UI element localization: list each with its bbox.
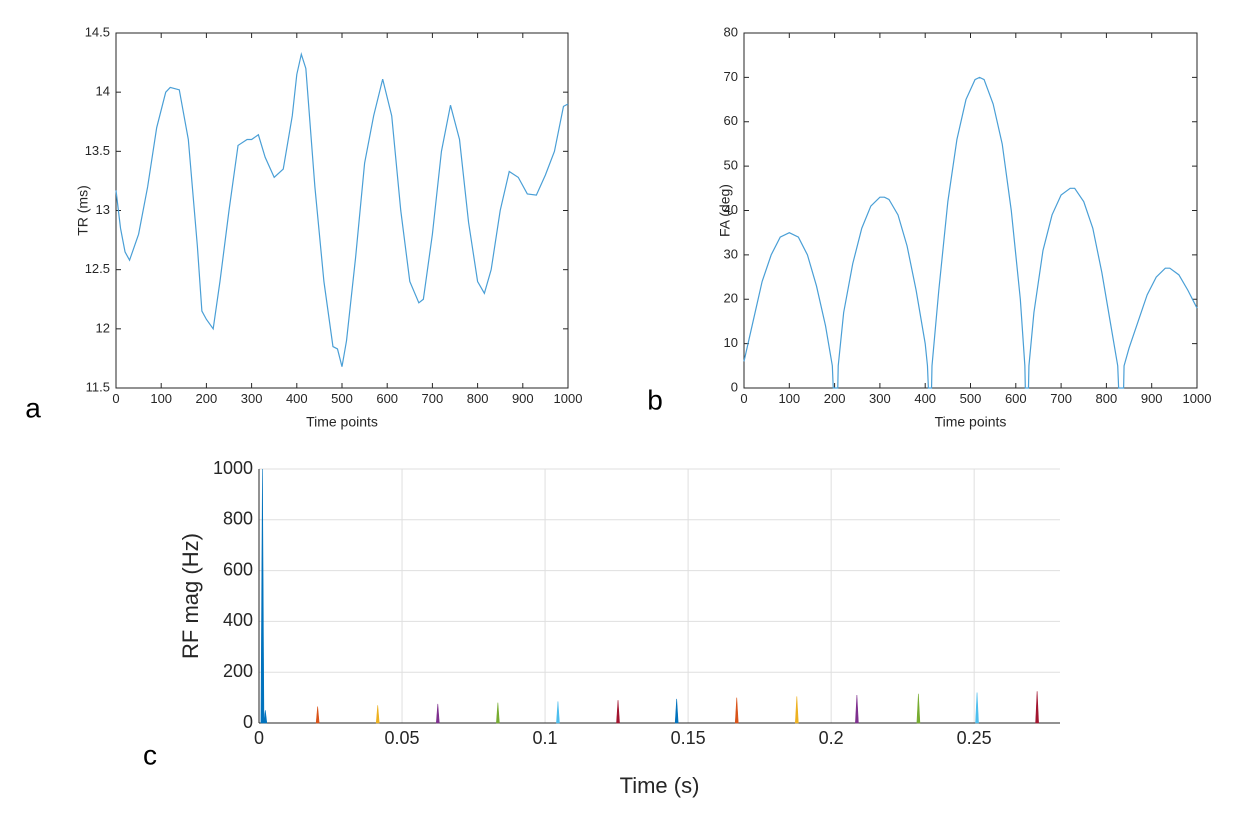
x-tick-label: 300 (241, 391, 263, 406)
y-tick-label: 12.5 (85, 261, 110, 276)
y-tick-label: 0 (243, 712, 253, 732)
x-tick-label: 0 (112, 391, 119, 406)
x-tick-label: 1000 (554, 391, 583, 406)
y-tick-label: 14.5 (85, 24, 110, 39)
rf-pulse (916, 693, 921, 724)
y-tick-label: 40 (724, 202, 738, 217)
x-tick-label: 100 (150, 391, 172, 406)
x-tick-label: 400 (914, 391, 936, 406)
rf-pulse (616, 700, 620, 724)
y-tick-label: 600 (223, 559, 253, 579)
y-tick-label: 13 (96, 202, 110, 217)
x-tick-label: 600 (1005, 391, 1027, 406)
x-tick-label: 0 (254, 728, 264, 748)
x-tick-label: 400 (286, 391, 308, 406)
x-tick-label: 0.15 (671, 728, 706, 748)
y-tick-label: 400 (223, 610, 253, 630)
x-axis-label: Time points (935, 414, 1007, 430)
rf-pulse (734, 697, 739, 724)
panel-label: c (143, 739, 157, 770)
x-tick-label: 0 (740, 391, 747, 406)
y-tick-label: 70 (724, 69, 738, 84)
y-tick-label: 10 (724, 335, 738, 350)
y-tick-label: 50 (724, 158, 738, 173)
x-tick-label: 100 (778, 391, 800, 406)
y-tick-label: 20 (724, 291, 738, 306)
y-tick-label: 200 (223, 661, 253, 681)
rf-pulse (556, 701, 560, 724)
x-tick-label: 700 (422, 391, 444, 406)
rf-pulse (260, 468, 265, 724)
rf-pulse (375, 705, 380, 724)
panel-label: a (25, 392, 41, 423)
x-tick-label: 900 (1141, 391, 1163, 406)
x-tick-label: 0.2 (819, 728, 844, 748)
y-tick-label: 0 (731, 379, 738, 394)
y-tick-label: 60 (724, 113, 738, 128)
rf-pulse (674, 698, 679, 724)
data-line (743, 76, 1198, 389)
y-axis-label: FA (deg) (717, 184, 733, 237)
x-tick-label: 500 (960, 391, 982, 406)
x-tick-label: 900 (512, 391, 534, 406)
rf-pulse (975, 692, 979, 724)
axes-box (743, 32, 1198, 389)
x-tick-label: 600 (376, 391, 398, 406)
x-tick-label: 700 (1050, 391, 1072, 406)
y-tick-label: 13.5 (85, 143, 110, 158)
y-tick-label: 1000 (213, 458, 253, 478)
x-tick-label: 200 (824, 391, 846, 406)
x-axis-label: Time points (306, 414, 378, 430)
y-tick-label: 30 (724, 246, 738, 261)
rf-pulse (315, 706, 320, 724)
y-tick-label: 11.5 (86, 379, 110, 394)
x-tick-label: 200 (196, 391, 218, 406)
x-tick-label: 800 (467, 391, 489, 406)
rf-pulse (435, 703, 440, 724)
panel-label: b (647, 384, 663, 415)
x-tick-label: 500 (331, 391, 353, 406)
x-axis-label: Time (s) (620, 773, 700, 798)
y-tick-label: 14 (96, 84, 110, 99)
y-axis-label: TR (ms) (75, 185, 91, 236)
x-tick-label: 0.05 (385, 728, 420, 748)
x-tick-label: 0.25 (957, 728, 992, 748)
y-axis-label: RF mag (Hz) (178, 533, 203, 659)
x-tick-label: 0.1 (533, 728, 558, 748)
x-tick-label: 800 (1096, 391, 1118, 406)
rf-pulse (794, 696, 799, 724)
y-tick-label: 80 (724, 24, 738, 39)
x-tick-label: 1000 (1183, 391, 1212, 406)
rf-pulse (496, 702, 500, 724)
rf-pulse (855, 695, 859, 724)
y-tick-label: 800 (223, 509, 253, 529)
rf-pulse (1035, 691, 1039, 724)
axes-box (115, 32, 569, 389)
y-tick-label: 12 (96, 320, 110, 335)
rf-pulse (263, 710, 268, 724)
x-tick-label: 300 (869, 391, 891, 406)
data-line (115, 52, 569, 367)
